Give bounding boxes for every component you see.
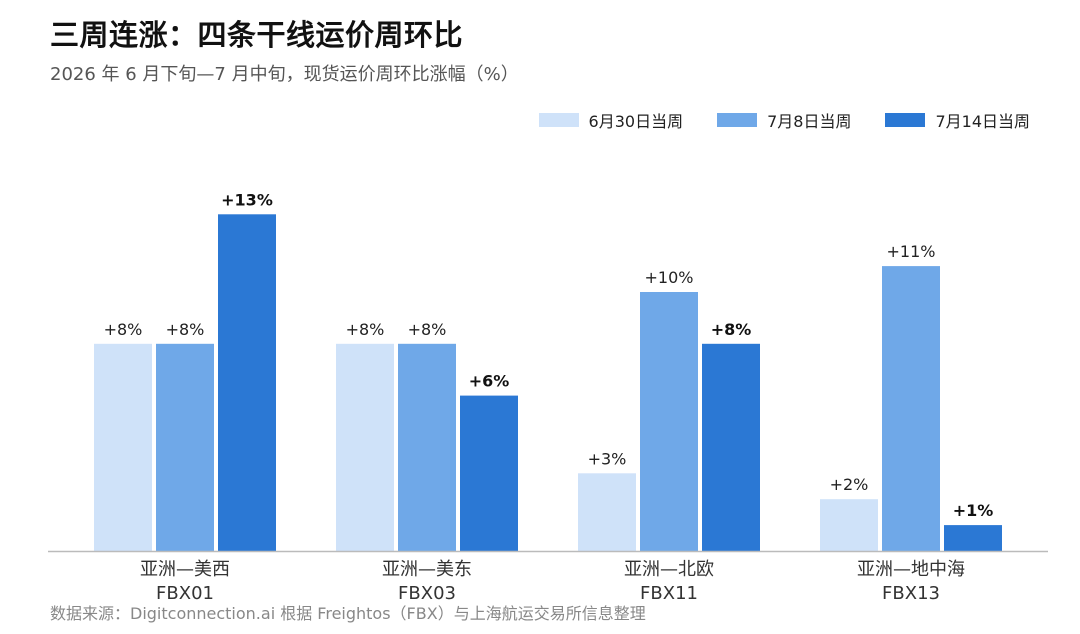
bar-3-series-1 <box>578 473 636 551</box>
data-label-1-series-3: +13% <box>221 190 273 209</box>
bar-1-series-3 <box>218 214 276 552</box>
bar-3-series-2 <box>640 292 698 551</box>
legend-swatch-series-2 <box>717 113 758 127</box>
category-label-2: 亚洲—美东 <box>382 559 472 580</box>
data-label-2-series-3: +6% <box>469 372 510 391</box>
legend-item-series-3: 7月14日当周 <box>885 108 1030 132</box>
category-code-1: FBX01 <box>156 583 214 604</box>
legend-label-series-3: 7月14日当周 <box>935 112 1030 131</box>
legend-swatch-series-3 <box>885 113 926 127</box>
bar-2-series-2 <box>398 343 456 551</box>
bar-1-series-1 <box>94 343 152 551</box>
category-label-3: 亚洲—北欧 <box>624 559 714 580</box>
chart-title: 三周连涨：四条干线运价周环比 <box>50 18 464 52</box>
source-note: 数据来源：Digitconnection.ai 根据 Freightos（FBX… <box>50 604 646 623</box>
legend-label-series-2: 7月8日当周 <box>767 112 852 131</box>
legend-item-series-1: 6月30日当周 <box>538 108 684 132</box>
data-label-4-series-1: +2% <box>830 475 869 494</box>
bar-3-series-3 <box>702 343 760 551</box>
legend-item-series-2: 7月8日当周 <box>717 108 851 132</box>
data-label-4-series-3: +1% <box>953 501 994 520</box>
legend-swatch-series-1 <box>538 113 579 127</box>
data-label-1-series-2: +8% <box>166 320 205 339</box>
category-label-1: 亚洲—美西 <box>140 559 230 580</box>
bar-4-series-2 <box>882 266 940 551</box>
bar-4-series-3 <box>944 525 1002 551</box>
category-code-4: FBX13 <box>882 583 940 604</box>
data-label-1-series-1: +8% <box>104 320 143 339</box>
bar-4-series-1 <box>820 499 878 551</box>
data-label-3-series-2: +10% <box>645 268 694 287</box>
data-label-4-series-2: +11% <box>887 242 936 261</box>
category-label-4: 亚洲—地中海 <box>857 559 965 580</box>
data-label-2-series-1: +8% <box>346 320 385 339</box>
data-label-3-series-1: +3% <box>588 449 627 468</box>
data-label-2-series-2: +8% <box>408 320 447 339</box>
chart-legend: 6月30日当周 7月8日当周 7月14日当周 <box>538 108 1030 132</box>
bar-2-series-3 <box>460 395 518 551</box>
legend-label-series-1: 6月30日当周 <box>588 112 684 131</box>
chart-subtitle: 2026 年 6 月下旬—7 月中旬，现货运价周环比涨幅（%） <box>50 64 519 85</box>
data-label-3-series-3: +8% <box>711 320 752 339</box>
category-code-3: FBX11 <box>640 583 698 604</box>
bar-1-series-2 <box>156 343 214 551</box>
bar-2-series-1 <box>336 343 394 551</box>
category-code-2: FBX03 <box>398 583 456 604</box>
